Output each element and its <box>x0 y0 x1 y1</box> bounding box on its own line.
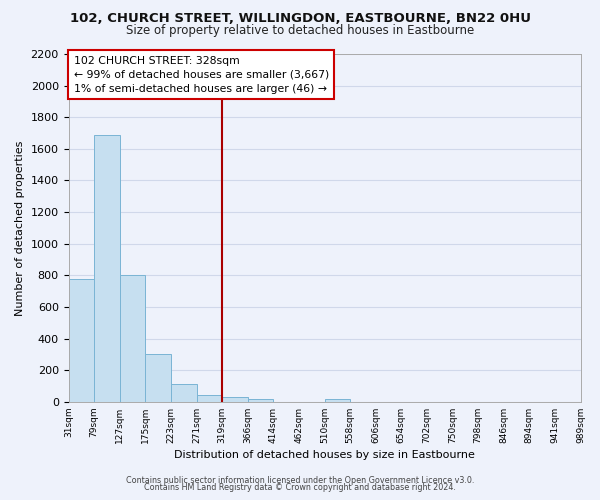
Bar <box>145 354 171 402</box>
Bar <box>197 396 222 402</box>
Text: 102 CHURCH STREET: 328sqm
← 99% of detached houses are smaller (3,667)
1% of sem: 102 CHURCH STREET: 328sqm ← 99% of detac… <box>74 56 329 94</box>
Text: Contains public sector information licensed under the Open Government Licence v3: Contains public sector information licen… <box>126 476 474 485</box>
Bar <box>171 384 197 402</box>
Text: Size of property relative to detached houses in Eastbourne: Size of property relative to detached ho… <box>126 24 474 37</box>
Text: Contains HM Land Registry data © Crown copyright and database right 2024.: Contains HM Land Registry data © Crown c… <box>144 484 456 492</box>
Bar <box>325 400 350 402</box>
Bar <box>68 278 94 402</box>
Bar <box>222 397 248 402</box>
Y-axis label: Number of detached properties: Number of detached properties <box>15 140 25 316</box>
Bar <box>120 276 145 402</box>
X-axis label: Distribution of detached houses by size in Eastbourne: Distribution of detached houses by size … <box>174 450 475 460</box>
Bar <box>248 398 274 402</box>
Text: 102, CHURCH STREET, WILLINGDON, EASTBOURNE, BN22 0HU: 102, CHURCH STREET, WILLINGDON, EASTBOUR… <box>70 12 530 26</box>
Bar <box>94 134 120 402</box>
